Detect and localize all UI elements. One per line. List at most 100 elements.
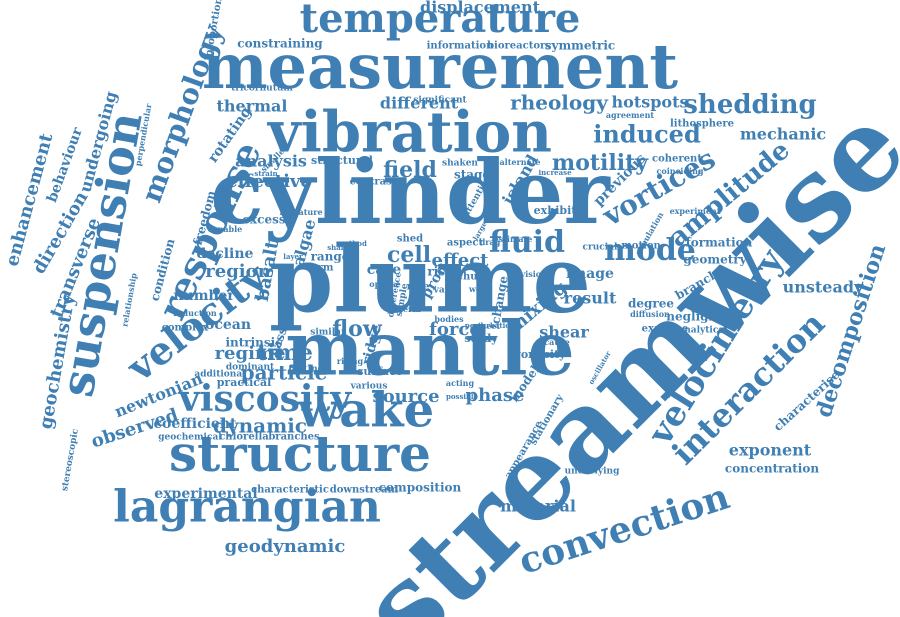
word-distinct: distinct bbox=[289, 365, 328, 375]
word-downstream: downstream bbox=[330, 485, 399, 496]
word-dynamic: dynamic bbox=[213, 414, 307, 438]
word-layer: layer bbox=[283, 252, 303, 261]
word-number: number bbox=[173, 288, 235, 304]
word-regime: regime bbox=[215, 343, 286, 364]
word-mantle: mantle bbox=[285, 307, 574, 393]
word-viscosity: viscosity bbox=[178, 378, 352, 420]
word-mechanic: mechanic bbox=[740, 125, 827, 144]
word-induced: induced bbox=[593, 120, 701, 149]
word-experimental: experimental bbox=[154, 486, 257, 502]
word-cause: cause bbox=[544, 337, 569, 347]
word-estimate: estimate bbox=[494, 234, 533, 244]
word-field: field bbox=[383, 157, 437, 183]
word-examine: examine bbox=[642, 324, 689, 335]
word-similar: similar bbox=[310, 328, 346, 338]
word-surface: surface bbox=[357, 365, 403, 378]
word-range: range bbox=[311, 250, 350, 264]
word-lithosphere: lithosphere bbox=[670, 119, 734, 130]
word-coinciding: coinciding bbox=[656, 166, 703, 176]
word-phase: phase bbox=[466, 385, 525, 406]
word-information: information bbox=[427, 41, 494, 52]
word-shed: shed bbox=[397, 234, 423, 245]
word-thermal: thermal bbox=[216, 97, 287, 116]
word-chlorella: chlorella bbox=[219, 432, 269, 443]
word-form: form bbox=[307, 263, 334, 274]
word-bodies: bodies bbox=[434, 314, 464, 324]
word-term: term bbox=[399, 304, 421, 314]
word-experiment: experiment bbox=[670, 206, 721, 216]
word-material: material bbox=[500, 497, 576, 516]
word-constraining: constraining bbox=[237, 37, 323, 51]
word-contrast: contrast bbox=[350, 177, 397, 188]
word-flow: flow bbox=[332, 316, 383, 342]
word-wake: wake bbox=[297, 383, 434, 439]
word-method: method bbox=[337, 239, 367, 248]
word-cylinder: cylinder bbox=[210, 140, 611, 244]
word-stereoscopic: stereoscopic bbox=[60, 428, 81, 492]
word-oppose: oppose bbox=[369, 279, 400, 289]
word-capable: capable bbox=[208, 224, 243, 234]
word-possible: possible bbox=[446, 392, 479, 401]
word-various: various bbox=[350, 382, 388, 392]
word-drag: drag bbox=[480, 237, 501, 247]
word-increase: increase bbox=[538, 168, 572, 177]
word-different: different bbox=[380, 94, 459, 113]
word-reduction: reduction bbox=[173, 308, 217, 318]
word-unsteady: unsteady bbox=[783, 278, 864, 297]
word-agreement: agreement bbox=[606, 110, 655, 120]
word-degree: degree bbox=[628, 297, 674, 311]
word-branches: branches bbox=[268, 432, 320, 443]
word-visions: visions bbox=[520, 269, 552, 279]
word-negligible: negligible bbox=[666, 310, 734, 324]
word-effect: effect bbox=[432, 250, 490, 271]
word-particle: particle bbox=[241, 361, 328, 385]
word-effective: effective bbox=[226, 171, 312, 192]
word-geometry: geometry bbox=[683, 253, 747, 267]
word-formation: formation bbox=[686, 236, 753, 250]
word-concentration: concentration bbox=[725, 462, 819, 476]
word-intrinsic: intrinsic bbox=[225, 336, 282, 350]
word-crucial: crucial bbox=[583, 243, 618, 253]
word-ocean: ocean bbox=[205, 317, 251, 333]
word-additional: additional bbox=[194, 370, 246, 380]
word-measurement: measurement bbox=[202, 30, 678, 103]
word-image: image bbox=[566, 266, 614, 282]
word-rising: rising bbox=[337, 356, 364, 366]
word-composition: composition bbox=[379, 481, 462, 495]
word-displacement: displacement bbox=[420, 0, 541, 17]
word-stage: stage bbox=[454, 168, 490, 182]
word-value: value bbox=[433, 286, 461, 296]
word-geochemical: geochemical bbox=[158, 433, 222, 443]
word-hotspots: hotspots bbox=[612, 93, 689, 112]
word-coherent: coherent bbox=[652, 154, 702, 165]
word-fluid: fluid bbox=[489, 225, 565, 260]
word-excess: excess bbox=[242, 213, 285, 227]
word-rheology: rheology bbox=[510, 91, 609, 115]
word-underlying: underlying bbox=[565, 467, 620, 477]
word-aspect: aspect bbox=[447, 238, 484, 249]
word-shedding: shedding bbox=[683, 90, 816, 120]
word-cell: cell bbox=[387, 242, 431, 268]
word-motion: motion bbox=[621, 241, 661, 252]
word-sheet: sheet bbox=[476, 321, 501, 331]
word-vorticity: vorticity bbox=[513, 348, 566, 361]
word-vibration: vibration bbox=[266, 100, 552, 166]
word-shear: shear bbox=[539, 323, 589, 342]
word-symmetric: symmetric bbox=[545, 39, 616, 53]
word-study: study bbox=[464, 332, 498, 345]
word-work: work bbox=[468, 284, 491, 294]
word-shaken: shaken bbox=[442, 159, 478, 169]
word-significant: significant bbox=[413, 96, 467, 106]
word-shallow: shallow bbox=[327, 243, 358, 252]
word-strain: strain bbox=[254, 169, 277, 178]
word-case: case bbox=[367, 262, 401, 278]
word-decline: decline bbox=[197, 246, 254, 262]
word-analysis: analysis bbox=[235, 152, 307, 171]
word-characteristic: characteristic bbox=[251, 485, 329, 496]
word-coefficient: coefficient bbox=[154, 416, 238, 432]
word-force: force bbox=[429, 319, 481, 340]
word-structural: structural bbox=[311, 154, 373, 167]
word-mode: mode bbox=[604, 233, 696, 268]
word-source: source bbox=[372, 386, 439, 407]
